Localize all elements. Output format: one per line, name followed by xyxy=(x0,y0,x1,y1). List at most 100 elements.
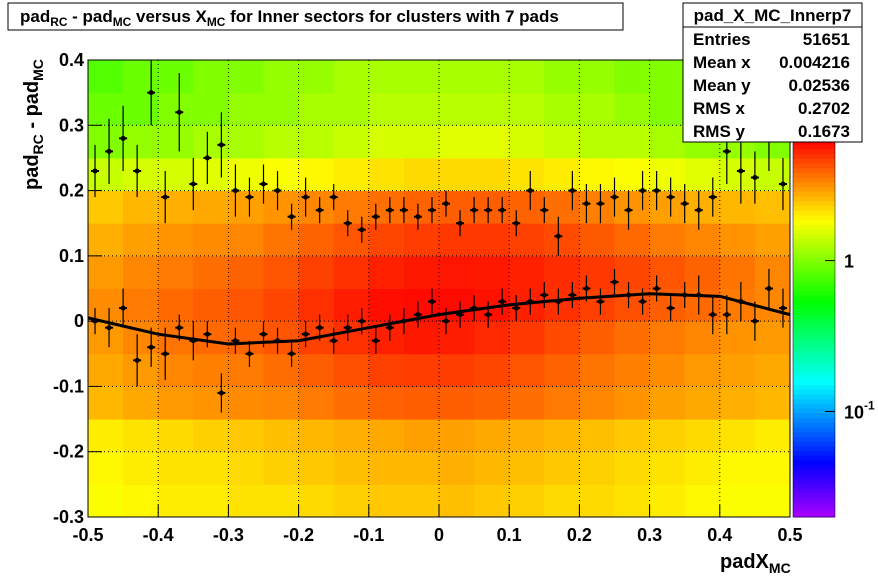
y-tick-label: 0.3 xyxy=(59,115,84,135)
heatmap-cell xyxy=(88,255,124,289)
y-tick-label: 0.2 xyxy=(59,181,84,201)
heatmap-cell xyxy=(263,255,300,289)
profile-point xyxy=(287,340,296,367)
profile-point xyxy=(189,157,198,211)
heatmap-cell xyxy=(509,419,545,453)
heatmap-cell xyxy=(439,190,475,224)
heatmap-cell xyxy=(544,353,580,387)
profile-point xyxy=(217,112,226,178)
heatmap-cell xyxy=(403,157,440,192)
marker xyxy=(148,344,154,350)
heatmap-cell xyxy=(193,190,229,224)
heatmap-cell xyxy=(403,255,440,289)
profile-point xyxy=(133,334,142,387)
heatmap-cell xyxy=(439,484,475,518)
colorbar-step xyxy=(793,366,835,372)
marker xyxy=(176,325,182,331)
profile-point xyxy=(680,184,689,224)
profile-point xyxy=(231,327,240,354)
marker xyxy=(331,194,337,200)
profile-point xyxy=(385,314,394,341)
heatmap-cell xyxy=(228,386,264,420)
z-tick-label: 1 xyxy=(844,252,854,272)
heatmap-cell xyxy=(298,288,335,322)
colorbar-step xyxy=(793,271,835,278)
profile-point xyxy=(484,301,493,328)
stats-title: pad_X_MC_Innerp7 xyxy=(694,6,852,25)
marker xyxy=(190,181,196,187)
profile-point xyxy=(91,144,100,198)
heatmap-cell xyxy=(439,125,475,159)
heatmap-cell xyxy=(474,223,510,257)
heatmap-cell xyxy=(509,92,545,126)
heatmap-cell xyxy=(368,223,405,257)
colorbar-step xyxy=(793,375,835,381)
x-tick-label: -0.4 xyxy=(143,525,174,545)
heatmap-cell xyxy=(579,419,615,453)
marker xyxy=(134,357,140,363)
profile-point xyxy=(610,268,619,296)
marker xyxy=(289,351,295,357)
marker xyxy=(275,188,281,194)
colorbar-step xyxy=(793,479,835,485)
heatmap-cell xyxy=(368,60,405,94)
colorbar-step xyxy=(793,413,835,419)
heatmap-cell xyxy=(298,92,335,126)
heatmap-cell xyxy=(614,157,651,192)
heatmap-cell xyxy=(649,451,686,485)
heatmap-cell xyxy=(509,353,545,387)
heatmap-cell xyxy=(298,353,335,387)
heatmap-cell xyxy=(474,321,510,355)
colorbar-step xyxy=(793,158,835,165)
heatmap-cell xyxy=(228,190,264,224)
heatmap-cell xyxy=(403,223,440,257)
heatmap-cell xyxy=(333,419,370,453)
heatmap-cell xyxy=(123,92,159,126)
heatmap-cell xyxy=(403,60,440,94)
colorbar-step xyxy=(793,205,835,212)
heatmap-cell xyxy=(754,419,791,453)
profile-point xyxy=(456,210,465,237)
heatmap-cell xyxy=(88,484,124,518)
heatmap-cell xyxy=(719,223,756,257)
colorbar-step xyxy=(793,276,835,282)
heatmap-cell xyxy=(649,353,686,387)
stats-value: 51651 xyxy=(803,30,850,49)
profile-point xyxy=(778,288,787,328)
colorbar-step xyxy=(793,172,835,179)
colorbar-step xyxy=(793,267,835,273)
heatmap-cell xyxy=(333,157,370,192)
heatmap-cell xyxy=(579,223,615,257)
heatmap-cell xyxy=(649,386,686,420)
colorbar-step xyxy=(793,356,835,362)
heatmap-cell xyxy=(544,386,580,420)
marker xyxy=(555,233,561,239)
colorbar-step xyxy=(793,352,835,358)
y-tick-label: -0.1 xyxy=(53,376,84,396)
heatmap-cell xyxy=(193,255,229,289)
heatmap-cell xyxy=(509,451,545,485)
colorbar-step xyxy=(793,385,835,391)
y-tick-label: -0.3 xyxy=(53,507,84,527)
profile-point xyxy=(652,170,661,211)
heatmap-cell xyxy=(333,255,370,289)
heatmap-cell xyxy=(88,60,124,94)
heatmap-cell xyxy=(333,353,370,387)
marker xyxy=(471,207,477,213)
profile-point xyxy=(750,151,759,204)
heatmap-cell xyxy=(228,288,264,322)
colorbar-step xyxy=(793,370,835,377)
profile-point xyxy=(596,288,605,315)
heatmap-cell xyxy=(193,157,229,192)
heatmap-cell xyxy=(403,419,440,453)
heatmap-cell xyxy=(474,419,510,453)
marker xyxy=(443,201,449,207)
profile-point xyxy=(778,157,787,211)
profile-point xyxy=(568,281,577,309)
heatmap-cell xyxy=(333,386,370,420)
heatmap-cell xyxy=(228,321,264,355)
heatmap-cell xyxy=(228,92,264,126)
heatmap-cell xyxy=(263,60,300,94)
heatmap-cell xyxy=(684,353,721,387)
heatmap-cell xyxy=(579,157,615,192)
